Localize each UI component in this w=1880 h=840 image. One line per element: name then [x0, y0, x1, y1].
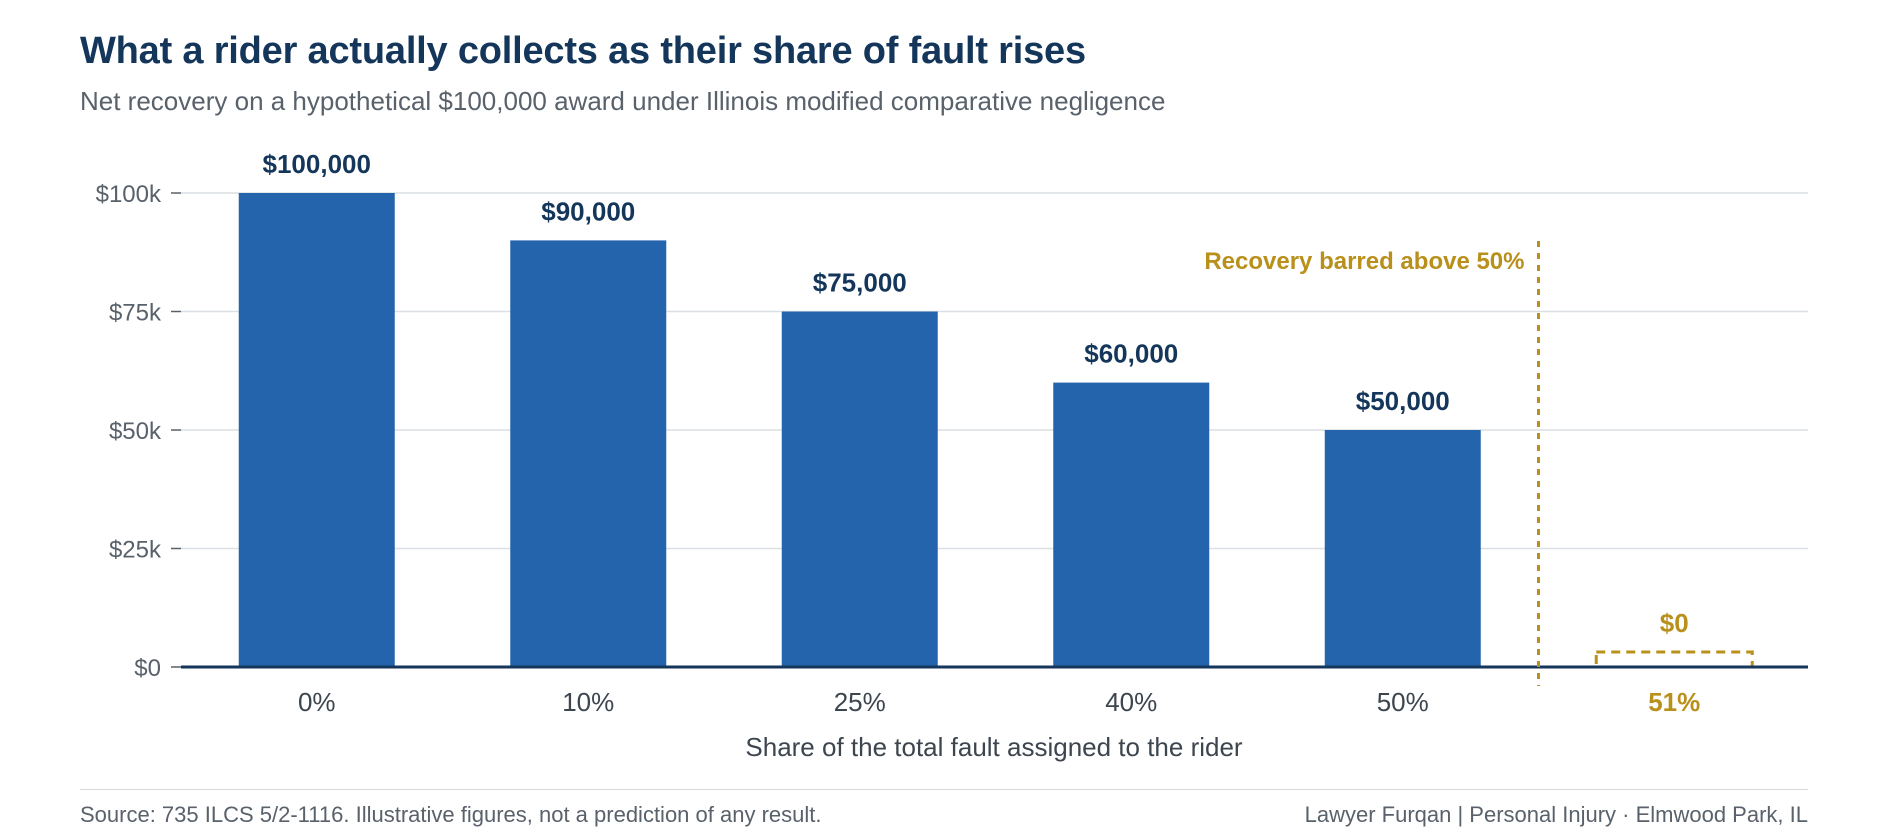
source-note: Source: 735 ILCS 5/2-1116. Illustrative …: [80, 802, 822, 827]
bar: [1053, 382, 1210, 667]
bar: [238, 193, 395, 667]
y-tick-label: $50k: [109, 418, 162, 445]
axis-layer: $0 $25k $50k $75k $100k 0% 10% 25% 40% 50% 51%: [96, 181, 1808, 717]
chart-title: What a rider actually collects as their …: [80, 30, 1086, 72]
threshold-annotation: Recovery barred above 50%: [1204, 248, 1524, 275]
grid-layer: [181, 192, 1808, 550]
bar-value-label: $100,000: [263, 149, 371, 179]
bar-value-label: $0: [1660, 608, 1689, 638]
bar-chart: $0 $25k $50k $75k $100k 0% 10% 25% 40% 50% 51% $10…: [96, 149, 1808, 762]
bar: [510, 240, 667, 667]
bar-value-label: $60,000: [1084, 339, 1178, 369]
x-tick-label: 40%: [1105, 687, 1157, 717]
x-axis-label: Share of the total fault assigned to the…: [745, 732, 1243, 762]
x-tick-label: 10%: [562, 687, 614, 717]
x-tick-label: 50%: [1377, 687, 1429, 717]
x-tick-label: 51%: [1648, 687, 1700, 717]
bar-value-label: $90,000: [541, 196, 635, 226]
chart-subtitle: Net recovery on a hypothetical $100,000 …: [80, 86, 1166, 116]
bar-layer: [238, 193, 1754, 669]
y-tick-label: $25k: [109, 537, 162, 564]
y-tick-label: $75k: [109, 300, 162, 327]
x-tick-label: 0%: [298, 687, 336, 717]
label-layer: $100,000 $90,000 $75,000 $60,000 $50,000 $0 Re…: [263, 149, 1689, 638]
bar: [781, 311, 938, 667]
footer-divider: [80, 789, 1808, 790]
y-tick-label: $100k: [96, 181, 162, 208]
barred-bar-outline: [1594, 650, 1754, 669]
credit-line: Lawyer Furqan | Personal Injury · Elmwoo…: [1304, 802, 1808, 827]
bar-value-label: $50,000: [1356, 386, 1450, 416]
x-tick-label: 25%: [834, 687, 886, 717]
y-tick-label: $0: [134, 655, 161, 682]
bar: [1324, 430, 1481, 667]
bar-value-label: $75,000: [813, 268, 907, 298]
